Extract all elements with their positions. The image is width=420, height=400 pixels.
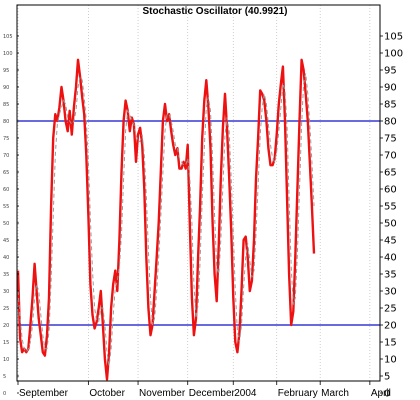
y-tick-label-left: 65 (3, 170, 9, 176)
y-tick-label-left: 75 (3, 136, 9, 142)
chart-title: Stochastic Oscillator (40.9921) (142, 6, 287, 17)
y-tick-label-left: 60 (3, 187, 9, 193)
y-tick-label-left: 15 (3, 340, 9, 346)
y-tick-label-right: 85 (384, 100, 397, 111)
y-tick-label-left: 10 (3, 357, 9, 363)
y-tick-label-right: 5 (384, 372, 390, 383)
x-tick-label: November (139, 388, 186, 399)
y-tick-label-right: 55 (384, 202, 397, 213)
y-tick-label-right: 80 (384, 117, 397, 128)
y-tick-label-right: 0 (384, 389, 390, 400)
y-tick-label-left: 25 (3, 306, 9, 312)
x-tick-label: 2004 (234, 388, 257, 399)
y-tick-label-right: 15 (384, 338, 397, 349)
y-tick-label-right: 50 (384, 219, 397, 230)
y-tick-label-right: 45 (384, 236, 397, 247)
y-tick-label-right: 35 (384, 270, 397, 281)
y-tick-label-right: 40 (384, 253, 397, 264)
y-tick-label-left: 30 (3, 289, 9, 295)
plot-frame (16, 4, 381, 382)
y-tick-label-right: 70 (384, 151, 397, 162)
y-tick-label-right: 20 (384, 321, 397, 332)
y-tick-label-right: 90 (384, 83, 397, 94)
y-tick-label-left: 95 (3, 68, 9, 74)
y-tick-label-left: 55 (3, 204, 9, 210)
y-tick-label-left: 20 (3, 323, 9, 329)
x-tick-label: April (371, 388, 391, 399)
y-tick-label-right: 25 (384, 304, 397, 315)
x-tick-label: December (189, 388, 236, 399)
reference-lines (17, 120, 380, 326)
y-axis-right: 0 5 10 15 20 25 30 35 40 45 50 55 60 65 70 75 80 85 90 95 10… (380, 32, 403, 400)
x-tick-label: October (89, 388, 125, 399)
y-tick-label-left: 80 (3, 119, 9, 125)
y-tick-label-right: 60 (384, 185, 397, 196)
x-axis: September October November December 2004 Febr… (17, 381, 391, 399)
x-tick-label: February (278, 388, 318, 399)
y-tick-label-left: 50 (3, 221, 9, 227)
y-tick-label-left: 5 (3, 374, 6, 380)
y-tick-label-right: 10 (384, 355, 397, 366)
y-tick-label-left: 70 (3, 153, 9, 159)
x-tick-label: September (19, 388, 69, 399)
y-tick-label-right: 105 (384, 32, 403, 43)
y-tick-label-right: 95 (384, 66, 397, 77)
series-line-main (16, 58, 316, 381)
y-tick-label-left: 40 (3, 255, 9, 261)
y-tick-label-right: 30 (384, 287, 397, 298)
y-tick-label-left: 105 (3, 34, 13, 40)
y-tick-label-right: 65 (384, 168, 397, 179)
y-tick-label-left: 45 (3, 238, 9, 244)
y-tick-label-left: 85 (3, 102, 9, 108)
x-tick-label: March (321, 388, 349, 399)
y-tick-label-left: 0 (3, 391, 6, 397)
y-axis-left: 0 5 10 15 20 25 30 35 40 45 50 55 60 65 70 75 80 85 90 95 10… (3, 34, 19, 397)
y-tick-label-left: 100 (3, 51, 13, 57)
y-tick-label-right: 100 (384, 49, 403, 60)
y-tick-label-left: 90 (3, 85, 9, 91)
y-tick-label-right: 75 (384, 134, 397, 145)
series-line-smoothed (17, 73, 315, 366)
y-tick-label-left: 35 (3, 272, 9, 278)
series-layer (16, 58, 316, 381)
